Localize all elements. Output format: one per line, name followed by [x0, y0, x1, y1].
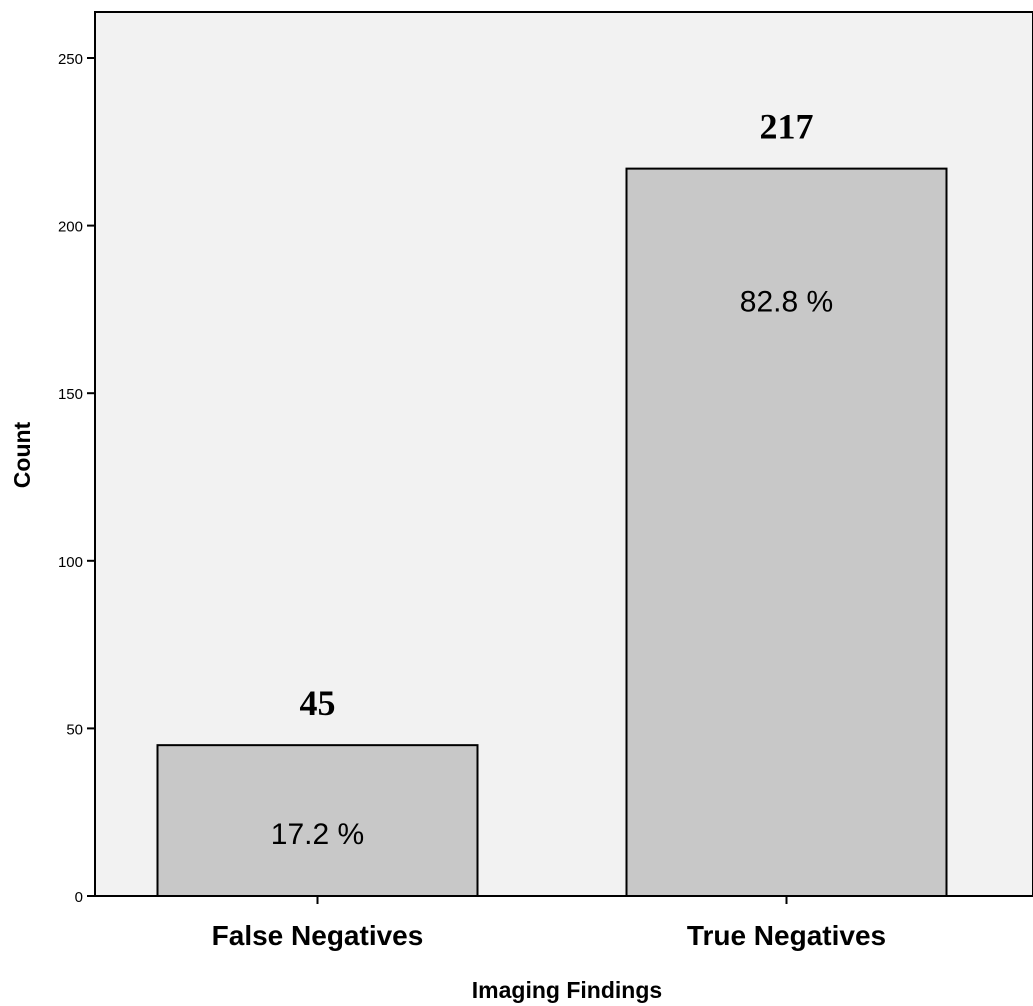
y-tick-label: 250 [58, 51, 83, 68]
bar-value-label: 45 [300, 683, 336, 723]
bar-percent-label: 17.2 % [271, 818, 364, 851]
x-tick-label: True Negatives [687, 920, 886, 951]
y-tick-label: 100 [58, 554, 83, 571]
y-tick-label: 150 [58, 386, 83, 403]
y-tick-label: 50 [66, 721, 83, 738]
bars-group: 45 17.2 % 217 82.8 % [156, 107, 948, 897]
y-axis-title: Count [9, 421, 35, 488]
bar-value-label: 217 [760, 107, 814, 147]
bar-percent-label: 82.8 % [740, 286, 833, 319]
bar [156, 744, 479, 897]
y-tick-label: 0 [75, 889, 83, 906]
x-axis-tick-labels: False Negatives True Negatives [212, 896, 886, 951]
bar [625, 167, 948, 897]
y-axis-ticks: 0 50 100 150 200 250 [58, 51, 95, 906]
x-tick-label: False Negatives [212, 920, 424, 951]
x-axis-title: Imaging Findings [472, 977, 662, 1003]
y-tick-label: 200 [58, 219, 83, 236]
